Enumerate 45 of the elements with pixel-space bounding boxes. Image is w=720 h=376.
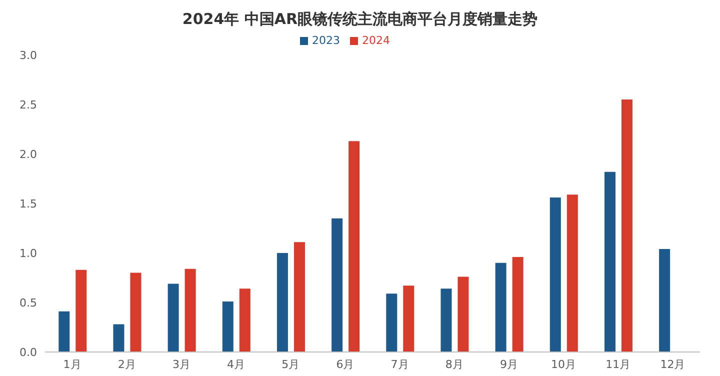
chart-title: 2024年 中国AR眼镜传统主流电商平台月度销量走势 (181, 9, 539, 30)
y-tick-label: 1.5 (20, 197, 37, 210)
y-tick-label: 2.5 (20, 98, 37, 112)
bar (512, 256, 524, 352)
legend-label: 2023 (312, 34, 340, 47)
bar (550, 198, 561, 352)
bar (168, 284, 179, 352)
x-tick-label: 8月 (445, 358, 464, 371)
x-tick-label: 11月 (606, 358, 631, 371)
bar (566, 194, 578, 352)
bar (294, 242, 305, 352)
bar (222, 302, 234, 352)
bar (495, 262, 506, 352)
y-tick-label: 1.0 (20, 246, 37, 260)
bar (659, 249, 670, 352)
legend-label: 2024 (362, 34, 390, 47)
bar (239, 288, 250, 352)
bar (458, 276, 469, 352)
x-tick-label: 2月 (118, 358, 136, 371)
bar (621, 100, 632, 352)
bar (348, 141, 360, 352)
y-tick-label: 0.0 (20, 346, 37, 359)
x-tick-label: 12月 (660, 358, 686, 371)
bar (604, 172, 616, 352)
x-tick-label: 6月 (336, 358, 354, 371)
x-tick-label: 5月 (282, 358, 300, 371)
x-tick-label: 4月 (227, 358, 246, 371)
x-tick-label: 7月 (390, 358, 409, 371)
bar (276, 253, 288, 352)
bar (58, 311, 70, 352)
bar (440, 288, 452, 352)
x-tick-label: 3月 (172, 358, 190, 371)
y-tick-label: 0.5 (20, 296, 37, 310)
x-tick-label: 9月 (500, 358, 518, 371)
bar (184, 268, 196, 352)
bar (113, 324, 124, 352)
bar (130, 272, 142, 352)
y-tick-label: 2.0 (20, 148, 37, 161)
bar (403, 286, 414, 352)
x-tick-label: 10月 (551, 358, 576, 371)
x-tick-label: 1月 (63, 358, 82, 371)
bar (76, 270, 87, 352)
y-tick-label: 3.0 (20, 48, 37, 62)
bar (386, 294, 398, 352)
bar (332, 218, 343, 352)
